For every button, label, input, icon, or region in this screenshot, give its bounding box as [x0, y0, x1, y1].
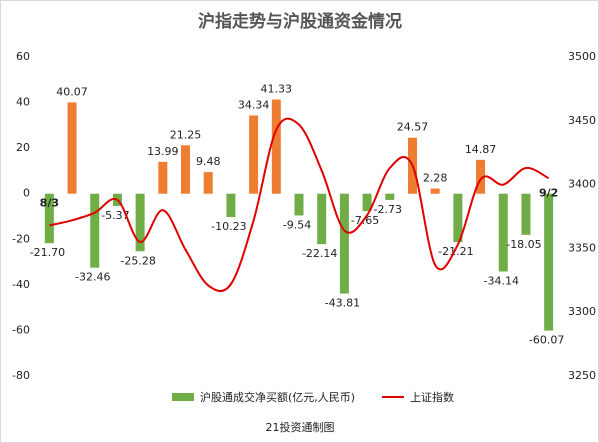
index-line: [49, 117, 550, 292]
y-tick-label: -60: [12, 323, 30, 336]
bar: [521, 193, 531, 235]
bar: [362, 193, 372, 212]
bar: [498, 193, 508, 272]
data-label: -32.46: [75, 271, 110, 284]
data-label: -34.14: [484, 275, 519, 288]
bar: [385, 193, 395, 200]
y-tick-label: -40: [12, 278, 30, 291]
bar: [339, 193, 349, 294]
chart-title: 沪指走势与沪股通资金情况: [198, 11, 402, 32]
data-label: 34.34: [238, 98, 270, 111]
data-label: 9.48: [196, 155, 221, 168]
bar: [476, 159, 486, 194]
data-label: 13.99: [147, 145, 179, 158]
legend-label: 沪股通成交净买额(亿元,人民币): [200, 390, 355, 404]
data-label: -25.28: [120, 254, 155, 267]
data-label: -22.14: [302, 247, 337, 260]
y-tick-label: 60: [16, 50, 30, 63]
bar: [67, 102, 77, 194]
y2-tick-label: 3250: [568, 369, 596, 382]
data-label: -10.23: [211, 220, 246, 233]
data-label: -9.54: [283, 218, 311, 231]
bar: [317, 193, 327, 245]
bar: [271, 99, 281, 194]
source-note: 21投资通制图: [266, 420, 335, 434]
data-label: 21.25: [170, 128, 202, 141]
bar: [135, 193, 145, 252]
bar: [294, 193, 304, 216]
data-label: -60.07: [529, 334, 564, 347]
y2-tick-label: 3500: [568, 50, 596, 63]
bar: [430, 188, 440, 194]
data-label: -2.73: [374, 203, 402, 216]
y2-tick-label: 3300: [568, 305, 596, 318]
y-tick-label: -80: [12, 369, 30, 382]
y-tick-label: 20: [16, 141, 30, 154]
bar: [249, 115, 259, 194]
bar: [44, 193, 54, 244]
data-label: 24.57: [397, 121, 429, 134]
y-tick-label: 0: [23, 187, 30, 200]
x-tick-label: 9/2: [539, 187, 558, 200]
legend-label: 上证指数: [410, 390, 454, 404]
x-tick-label: 8/3: [40, 197, 59, 210]
data-label: -5.37: [101, 209, 129, 222]
legend-swatch: [172, 393, 194, 401]
y2-tick-label: 3450: [568, 114, 596, 127]
data-label: 40.07: [56, 85, 88, 98]
y-tick-label: 40: [16, 96, 30, 109]
data-label: -21.21: [438, 245, 473, 258]
y2-tick-label: 3350: [568, 241, 596, 254]
bar: [181, 145, 191, 194]
bar: [544, 193, 554, 331]
data-label: -43.81: [325, 297, 360, 310]
bar: [203, 172, 213, 194]
data-label: 41.33: [261, 83, 293, 96]
bar: [90, 193, 100, 268]
y2-tick-label: 3400: [568, 178, 596, 191]
data-label: -7.65: [351, 214, 379, 227]
bar: [453, 193, 463, 243]
data-label: 2.28: [423, 172, 448, 185]
bar: [158, 161, 168, 194]
bar: [226, 193, 236, 218]
data-label: 14.87: [465, 143, 497, 156]
data-label: -21.70: [30, 246, 65, 259]
y-tick-label: -20: [12, 232, 30, 245]
data-label: -18.05: [506, 238, 541, 251]
